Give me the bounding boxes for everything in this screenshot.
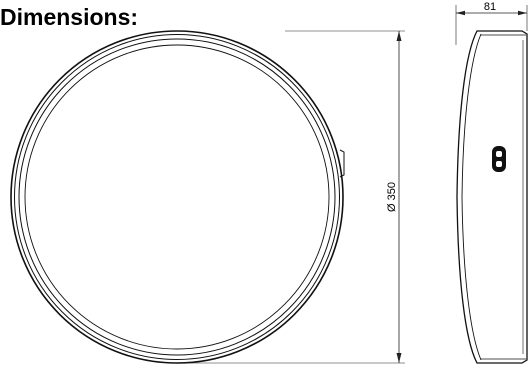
depth-label: 81	[484, 1, 496, 13]
diameter-arrow-top	[396, 31, 402, 41]
front-view	[10, 30, 345, 364]
outer-rim-outline	[10, 30, 344, 364]
depth-dimension	[455, 5, 528, 45]
side-diffuser-edge	[461, 33, 482, 361]
side-view	[456, 30, 528, 364]
page-title: Dimensions:	[0, 4, 139, 30]
diameter-label: Ø 350	[386, 182, 398, 212]
outer-rim-inner-edge	[14, 34, 340, 360]
side-connector-icon	[492, 146, 506, 172]
rim-side-feature	[339, 149, 345, 178]
diameter-dimension	[180, 30, 405, 364]
depth-arrow-left	[456, 10, 465, 16]
diffuser-outline	[24, 44, 330, 350]
diameter-arrow-bottom	[396, 353, 402, 363]
bezel-outline	[18, 38, 336, 356]
depth-arrow-right	[518, 10, 527, 16]
side-body-outline	[456, 30, 528, 364]
